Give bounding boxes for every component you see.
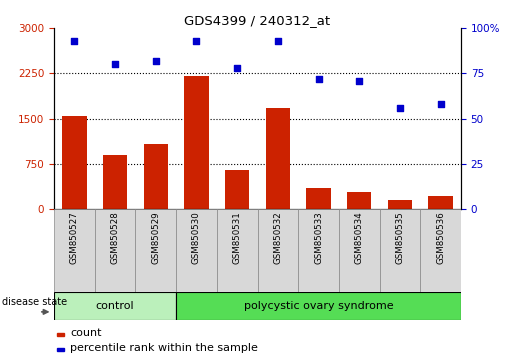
Text: disease state: disease state — [2, 297, 67, 307]
Point — [436, 101, 444, 107]
Text: control: control — [96, 301, 134, 311]
Bar — [176, 209, 217, 292]
Bar — [388, 200, 412, 209]
Bar — [339, 209, 380, 292]
Bar — [225, 170, 249, 209]
Bar — [266, 108, 290, 209]
Text: GSM850535: GSM850535 — [396, 211, 404, 264]
Point — [314, 76, 322, 82]
Text: count: count — [70, 328, 101, 338]
Bar — [62, 116, 87, 209]
Bar — [57, 348, 64, 350]
Bar — [298, 209, 339, 292]
Bar — [135, 209, 176, 292]
Bar — [258, 209, 298, 292]
Point — [396, 105, 404, 110]
Text: GSM850536: GSM850536 — [436, 211, 445, 264]
Bar — [306, 188, 331, 209]
Bar — [54, 292, 176, 320]
Bar — [57, 333, 64, 336]
Point — [355, 78, 363, 84]
Text: GSM850527: GSM850527 — [70, 211, 79, 264]
Text: percentile rank within the sample: percentile rank within the sample — [70, 343, 258, 353]
Bar — [217, 209, 258, 292]
Bar — [103, 155, 127, 209]
Bar — [95, 209, 135, 292]
Bar — [54, 209, 95, 292]
Bar — [347, 192, 371, 209]
Text: polycystic ovary syndrome: polycystic ovary syndrome — [244, 301, 393, 311]
Text: GSM850528: GSM850528 — [111, 211, 119, 264]
Text: GSM850534: GSM850534 — [355, 211, 364, 264]
Text: GSM850529: GSM850529 — [151, 211, 160, 264]
Point — [233, 65, 241, 71]
Bar — [184, 76, 209, 209]
Point — [70, 38, 78, 44]
Bar — [380, 209, 420, 292]
Text: GSM850532: GSM850532 — [273, 211, 282, 264]
Text: GSM850531: GSM850531 — [233, 211, 242, 264]
Bar — [144, 144, 168, 209]
Bar — [420, 209, 461, 292]
Point — [274, 38, 282, 44]
Bar — [428, 196, 453, 209]
Point — [151, 58, 160, 64]
Text: GSM850533: GSM850533 — [314, 211, 323, 264]
Point — [192, 38, 200, 44]
Point — [111, 62, 119, 67]
Bar — [176, 292, 461, 320]
Text: GSM850530: GSM850530 — [192, 211, 201, 264]
Title: GDS4399 / 240312_at: GDS4399 / 240312_at — [184, 14, 331, 27]
